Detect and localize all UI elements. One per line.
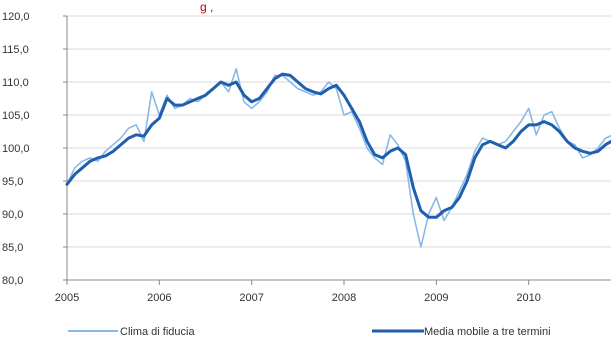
series-lines	[65, 68, 611, 248]
series-line-media-mobile	[65, 72, 611, 219]
y-tick-label: 85,0	[2, 242, 23, 254]
grid-lines	[67, 15, 611, 281]
y-tick-label: 80,0	[2, 275, 23, 287]
x-tick-label: 2005	[55, 292, 79, 304]
legend-label-media: Media mobile a tre termini	[424, 326, 551, 338]
legend: Clima di fiducia Media mobile a tre term…	[68, 326, 551, 338]
y-tick-label: 105,0	[2, 110, 30, 122]
y-tick-label: 100,0	[2, 143, 30, 155]
x-axis-ticks: 2005 2006 2007 2008 2009 2010	[55, 280, 541, 304]
x-tick-label: 2006	[147, 292, 171, 304]
y-tick-label: 110,0	[2, 77, 29, 89]
x-tick-label: 2008	[332, 292, 356, 304]
x-tick-label: 2010	[516, 292, 540, 304]
x-tick-label: 2007	[239, 292, 263, 304]
y-tick-label: 90,0	[2, 209, 23, 221]
y-axis-ticks: 120,0 115,0 110,0 105,0 100,0 95,0 90,0 85,0 80,…	[2, 11, 67, 287]
y-tick-label: 95,0	[2, 176, 23, 188]
legend-label-clima: Clima di fiducia	[120, 326, 195, 338]
x-tick-label: 2009	[424, 292, 448, 304]
y-tick-label: 120,0	[2, 11, 30, 23]
series-line-clima-di-fiducia	[66, 68, 611, 248]
y-tick-label: 115,0	[2, 44, 29, 56]
chart-title: g ,	[200, 0, 213, 14]
